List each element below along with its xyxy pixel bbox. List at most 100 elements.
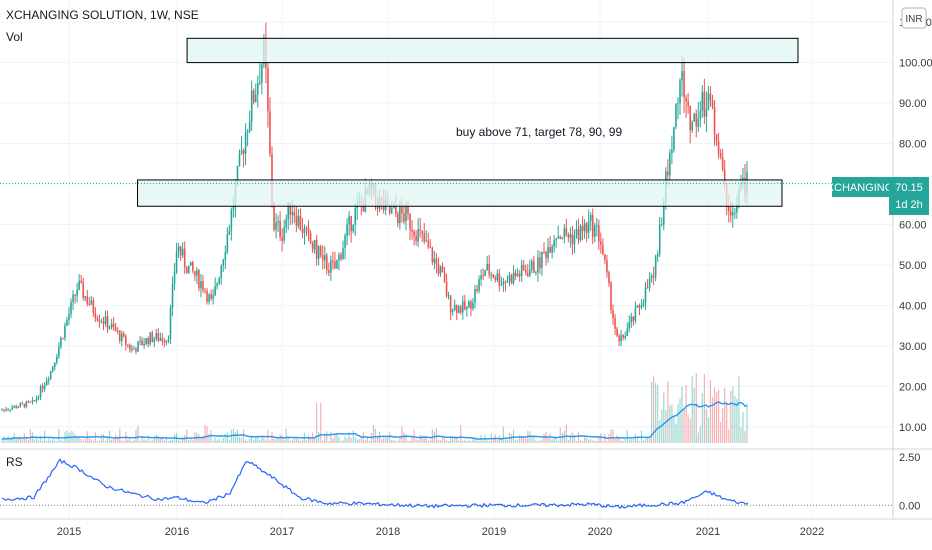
volume-bar	[141, 436, 143, 443]
volume-bar	[586, 437, 588, 443]
volume-bar	[415, 439, 417, 443]
zone-rect-2[interactable]	[137, 179, 783, 207]
candle-body	[259, 82, 261, 84]
volume-bar	[29, 429, 32, 443]
candle-body	[344, 235, 346, 249]
candle-body	[508, 275, 511, 282]
volume-bar	[151, 440, 153, 443]
candle-body	[297, 215, 300, 226]
candle-body	[210, 294, 212, 299]
candle-body	[179, 246, 182, 256]
time-tick-label: 2016	[165, 526, 189, 538]
volume-bar	[411, 436, 413, 443]
volume-bar	[238, 437, 241, 443]
candle-body	[313, 239, 316, 250]
candle-body	[151, 332, 154, 342]
volume-bar	[9, 438, 11, 443]
volume-bar	[208, 433, 210, 443]
volume-bar	[673, 417, 675, 443]
candle-body	[417, 229, 419, 242]
volume-bar	[131, 440, 133, 443]
volume-bar	[541, 439, 543, 443]
candle-body	[242, 150, 245, 154]
volume-bar	[111, 439, 113, 443]
symbol-title[interactable]: XCHANGING SOLUTION, 1W, NSE	[6, 8, 199, 22]
volume-bar	[340, 440, 342, 443]
currency-button[interactable]: INR	[901, 7, 927, 29]
candle-body	[652, 275, 655, 277]
volume-bar	[462, 440, 464, 443]
volume-bar	[159, 437, 161, 443]
volume-bar	[720, 422, 722, 443]
candle-body	[340, 254, 342, 260]
volume-label[interactable]: Vol	[6, 30, 23, 44]
candle-body	[163, 340, 166, 343]
volume-bar	[498, 435, 500, 443]
volume-bar	[287, 437, 289, 443]
volume-bar	[358, 439, 360, 443]
candle-body	[139, 340, 141, 342]
volume-bar	[492, 437, 494, 443]
candle-body	[687, 101, 689, 106]
volume-bar	[167, 440, 170, 443]
candle-body	[226, 234, 229, 253]
volume-bar	[547, 437, 549, 443]
candle-body	[143, 344, 145, 346]
volume-bar	[539, 440, 541, 443]
candle-body	[431, 247, 434, 263]
volume-bar	[259, 439, 261, 443]
candle-body	[157, 333, 160, 341]
volume-bar	[632, 438, 634, 443]
candle-body	[246, 131, 249, 133]
volume-bar	[224, 434, 226, 443]
volume-bar	[667, 380, 669, 443]
volume-bar	[642, 440, 645, 443]
candle-body	[435, 258, 438, 264]
candle-body	[565, 228, 568, 235]
volume-bar	[634, 433, 636, 443]
candle-body	[155, 333, 158, 339]
candle-body	[701, 91, 704, 111]
candle-body	[526, 272, 529, 276]
volume-bar	[476, 440, 478, 443]
candle-body	[305, 227, 308, 229]
candle-body	[587, 221, 590, 233]
volume-bar	[624, 439, 626, 443]
candle-body	[27, 401, 30, 403]
candle-body	[462, 301, 464, 313]
volume-bar	[612, 429, 614, 443]
candle-body	[41, 386, 44, 389]
volume-bar	[626, 430, 628, 443]
candle-body	[715, 134, 718, 142]
candle-body	[1, 409, 3, 411]
candle-body	[127, 344, 129, 346]
zone-rect-1[interactable]	[186, 37, 799, 64]
rs-label[interactable]: RS	[6, 455, 23, 469]
candle-body	[283, 227, 285, 241]
volume-bar	[133, 439, 135, 443]
price-tag[interactable]: XCHANGING 70.15 1d 2h	[827, 177, 929, 215]
candle-body	[514, 272, 517, 276]
volume-bar	[198, 434, 200, 443]
volume-bar	[165, 436, 168, 443]
price-tick-label: 40.00	[899, 300, 927, 312]
candle-body	[628, 322, 631, 329]
volume-bar	[425, 435, 427, 443]
candle-body	[84, 296, 87, 299]
volume-bar	[596, 440, 598, 443]
candle-body	[183, 248, 186, 268]
volume-bar	[39, 436, 42, 443]
candle-body	[732, 212, 734, 216]
candle-body	[82, 282, 84, 299]
candles	[1, 22, 748, 413]
volume-bar	[115, 435, 117, 443]
candle-body	[699, 110, 702, 119]
volume-bar	[169, 439, 172, 443]
price-zones[interactable]	[0, 37, 893, 207]
volume-bar	[439, 440, 442, 443]
volume-bar	[488, 440, 490, 443]
annotation-text[interactable]: buy above 71, target 78, 90, 99	[456, 125, 622, 139]
candle-body	[21, 403, 24, 405]
volume-bar	[66, 430, 68, 443]
